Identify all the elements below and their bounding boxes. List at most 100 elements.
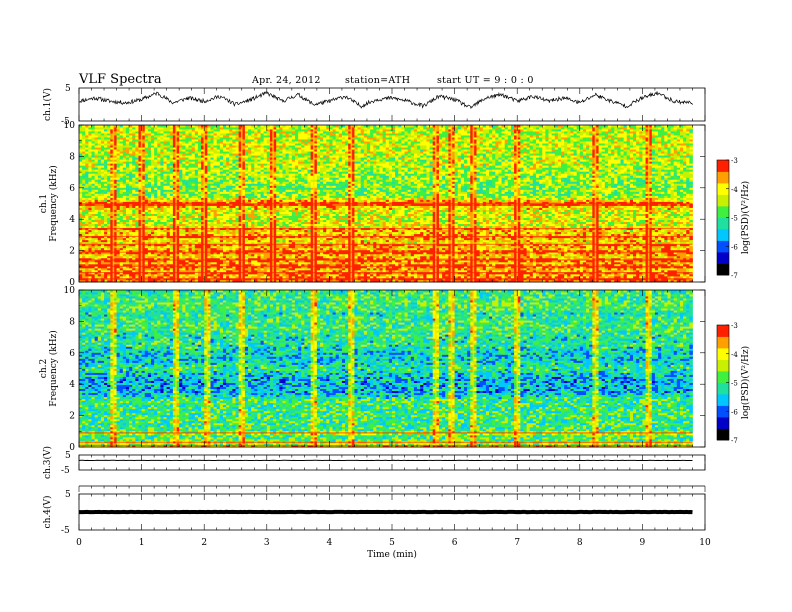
psd-cell <box>269 269 274 273</box>
psd-cell <box>623 273 628 277</box>
psd-cell <box>554 265 559 269</box>
psd-cell <box>294 273 299 277</box>
psd-cell <box>232 273 236 277</box>
psd-cell <box>172 269 177 273</box>
psd-cell <box>97 265 102 269</box>
psd-cell <box>129 279 133 283</box>
psd-cell <box>257 265 261 269</box>
psd-cell <box>498 265 502 269</box>
psd-cell <box>545 273 549 277</box>
psd-cell <box>254 263 258 267</box>
psd-cell <box>210 267 214 271</box>
psd-cell <box>257 269 261 273</box>
psd-cell <box>263 273 268 277</box>
psd-cell <box>564 265 568 269</box>
psd-cell <box>307 265 312 269</box>
psd-cell <box>85 263 89 267</box>
psd-cell <box>561 279 565 283</box>
psd-cell <box>279 267 283 271</box>
psd-cell <box>683 273 687 277</box>
psd-cell <box>251 273 255 277</box>
psd-cell <box>150 279 155 283</box>
psd-cell <box>251 279 255 283</box>
psd-cell <box>141 279 146 283</box>
psd-cell <box>629 269 634 273</box>
psd-cell <box>601 273 606 277</box>
psd-cell <box>91 265 96 269</box>
psd-cell <box>110 263 114 267</box>
psd-cell <box>341 273 346 277</box>
psd-cell <box>570 267 574 271</box>
psd-cell <box>376 267 380 271</box>
psd-cell <box>125 265 130 269</box>
psd-cell <box>520 279 524 283</box>
ch1-waveform-ytick-label: -5 <box>61 117 70 127</box>
psd-cell <box>604 279 609 283</box>
psd-cell <box>514 265 518 269</box>
psd-cell <box>661 265 665 269</box>
psd-cell <box>626 273 631 277</box>
psd-cell <box>213 263 218 267</box>
psd-cell <box>554 267 559 271</box>
psd-cell <box>179 265 183 269</box>
psd-cell <box>495 267 499 271</box>
psd-cell <box>213 269 218 273</box>
psd-cell <box>197 279 202 283</box>
psd-cell <box>448 275 452 279</box>
psd-cell <box>291 275 296 279</box>
psd-cell <box>332 273 337 277</box>
psd-cell <box>417 269 421 273</box>
psd-cell <box>138 273 142 277</box>
psd-cell <box>435 269 440 273</box>
psd-cell <box>104 267 108 271</box>
psd-cell <box>388 273 393 277</box>
psd-cell <box>100 273 105 277</box>
psd-cell <box>282 265 286 269</box>
psd-cell <box>586 279 590 283</box>
psd-cell <box>354 275 358 279</box>
psd-cell <box>617 273 621 277</box>
psd-cell <box>529 265 534 269</box>
psd-cell <box>489 273 493 277</box>
psd-cell <box>611 275 615 279</box>
psd-cell <box>651 275 656 279</box>
psd-cell <box>288 265 293 269</box>
psd-cell <box>244 279 249 283</box>
psd-cell <box>363 267 368 271</box>
psd-cell <box>204 267 208 271</box>
psd-cell <box>276 275 280 279</box>
psd-cell <box>554 269 559 273</box>
psd-cell <box>407 269 412 273</box>
psd-cell <box>144 263 149 267</box>
psd-cell <box>489 267 493 271</box>
psd-cell <box>144 273 149 277</box>
psd-cell <box>423 267 427 271</box>
psd-cell <box>335 267 340 271</box>
psd-cell <box>244 269 249 273</box>
psd-cell <box>517 273 521 277</box>
psd-cell <box>498 267 502 271</box>
psd-cell <box>664 275 668 279</box>
psd-cell <box>163 275 168 279</box>
psd-cell <box>623 265 628 269</box>
psd-cell <box>226 267 230 271</box>
psd-cell <box>85 273 89 277</box>
psd-cell <box>614 273 618 277</box>
psd-cell <box>301 265 305 269</box>
psd-cell <box>385 279 390 283</box>
psd-cell <box>551 275 556 279</box>
psd-cell <box>97 267 102 271</box>
psd-cell <box>607 273 612 277</box>
psd-cell <box>582 267 587 271</box>
psd-cell <box>219 279 224 283</box>
psd-cell <box>539 265 543 269</box>
psd-cell <box>351 275 355 279</box>
psd-cell <box>636 265 640 269</box>
psd-cell <box>570 273 574 277</box>
psd-cell <box>307 279 312 283</box>
psd-cell <box>129 269 133 273</box>
psd-cell <box>670 273 675 277</box>
psd-cell <box>545 269 549 273</box>
psd-cell <box>113 273 117 277</box>
psd-cell <box>169 265 174 269</box>
